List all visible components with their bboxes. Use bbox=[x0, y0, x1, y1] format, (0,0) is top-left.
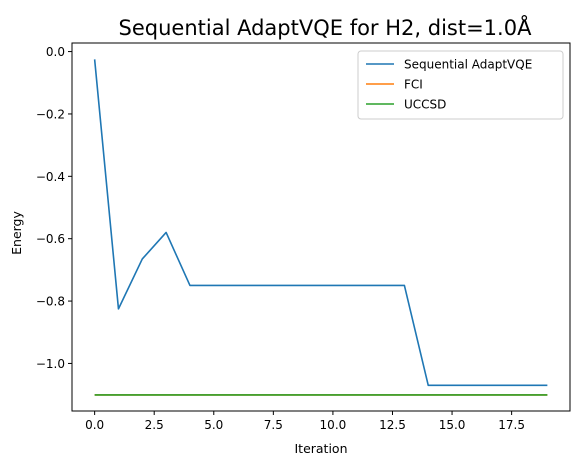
x-tick-label: 5.0 bbox=[204, 418, 223, 432]
y-tick-label: −0.4 bbox=[36, 170, 65, 184]
x-tick-label: 17.5 bbox=[498, 418, 525, 432]
y-tick-label: 0.0 bbox=[46, 45, 65, 59]
chart-title: Sequential AdaptVQE for H2, dist=1.0Å bbox=[119, 14, 533, 40]
plot-area-frame bbox=[71, 42, 571, 412]
series-line-sequential-adaptvqe bbox=[93, 59, 548, 387]
y-tick-label: −1.0 bbox=[36, 357, 65, 371]
series-layer bbox=[93, 59, 548, 396]
x-axis-label: Iteration bbox=[294, 441, 347, 456]
ticks-layer: 0.0 2.5 5.0 7.5 10.0 12.5 15.0 17.5 0.0 −0.2 −0.4 −… bbox=[36, 45, 525, 432]
y-tick-label: −0.6 bbox=[36, 232, 65, 246]
legend-box bbox=[357, 50, 564, 120]
x-tick-label: 0.0 bbox=[85, 418, 104, 432]
x-tick-label: 2.5 bbox=[145, 418, 164, 432]
y-tick-label: −0.8 bbox=[36, 295, 65, 309]
x-tick-label: 7.5 bbox=[264, 418, 283, 432]
x-tick-label: 12.5 bbox=[379, 418, 406, 432]
legend-label: UCCSD bbox=[404, 98, 446, 112]
legend-label: Sequential AdaptVQE bbox=[404, 58, 532, 72]
x-tick-label: 15.0 bbox=[439, 418, 466, 432]
y-tick-label: −0.2 bbox=[36, 107, 65, 121]
legend-label: FCI bbox=[404, 78, 423, 92]
legend: Sequential AdaptVQE FCI UCCSD bbox=[357, 50, 564, 120]
x-tick-label: 10.0 bbox=[320, 418, 347, 432]
y-axis-label: Energy bbox=[9, 211, 24, 255]
